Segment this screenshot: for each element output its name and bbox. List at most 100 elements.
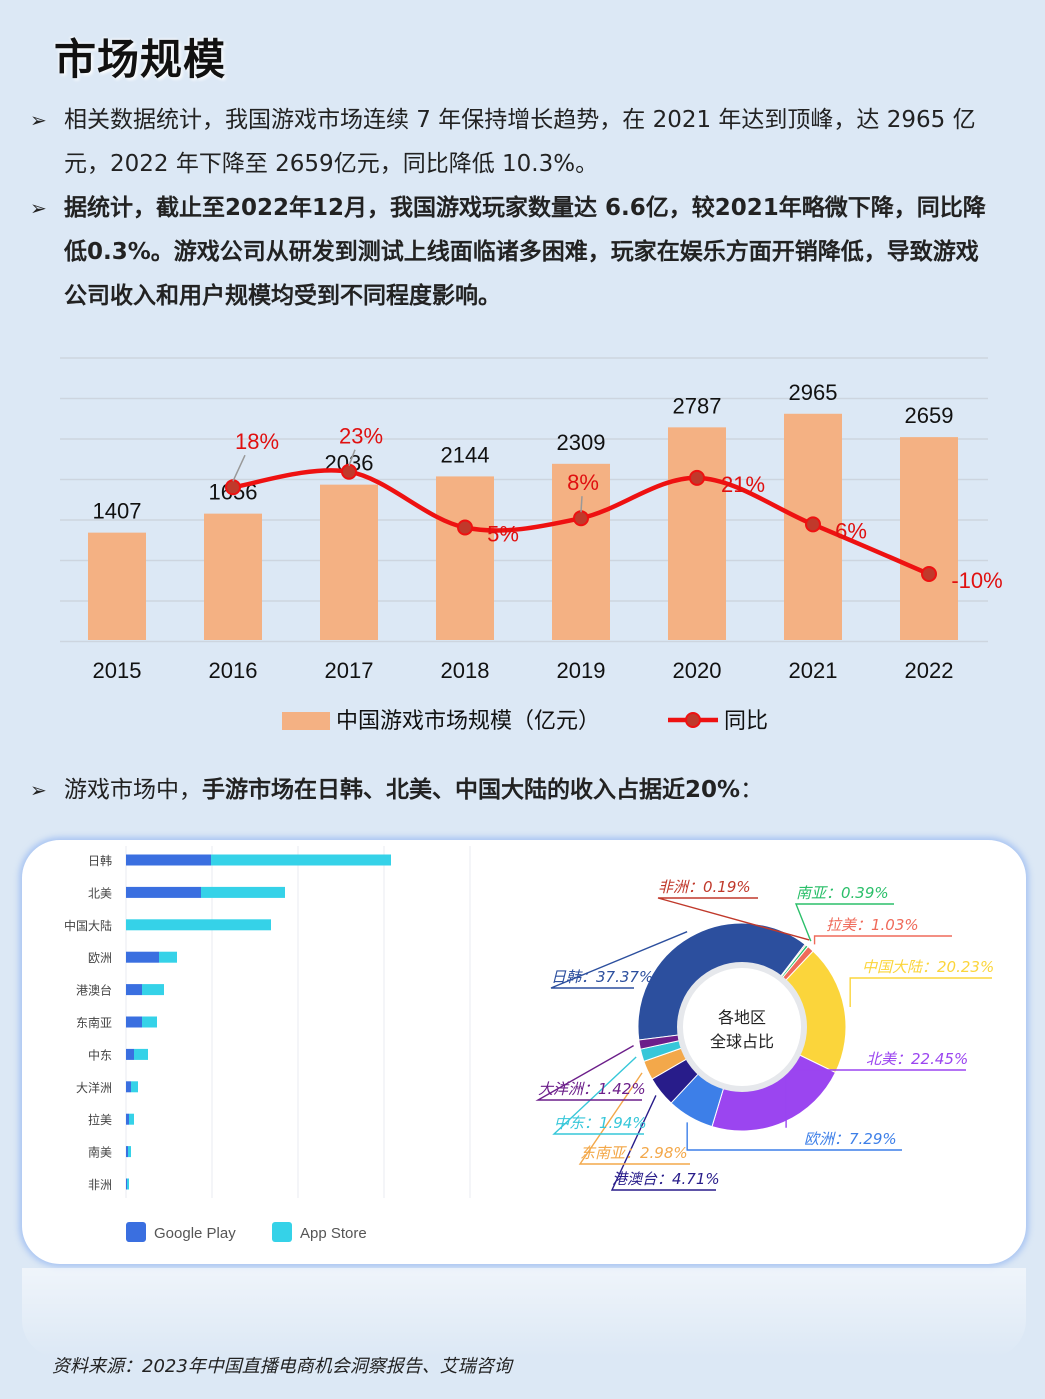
bullet-text: 据统计，截止至2022年12月，我国游戏玩家数量达 6.6亿，较2021年略微下… xyxy=(64,195,986,309)
region-label: 南美 xyxy=(88,1145,112,1160)
bar-value-label: 1407 xyxy=(93,499,142,524)
donut-leader-line xyxy=(610,1095,716,1191)
donut-leader-line xyxy=(535,1045,642,1101)
donut-label-东南亚: 东南亚：2.98% xyxy=(580,1144,688,1162)
bullet3-suffix: ： xyxy=(740,777,764,803)
google-play-bar xyxy=(126,1081,131,1093)
x-tick-label: 2021 xyxy=(789,658,838,683)
mobile-revenue-card: 日韩 北美 中国大陆 欧洲 港澳台 东南亚 中东 大洋洲 拉美 南美 非洲 Google Play Ap… xyxy=(22,840,1026,1264)
leader-line xyxy=(348,449,356,466)
region-label: 港澳台 xyxy=(76,983,112,998)
google-play-bar xyxy=(126,886,201,898)
app-store-bar xyxy=(128,1146,131,1158)
bullet-arrow-icon: ➢ xyxy=(30,196,47,220)
bar-value-label: 2659 xyxy=(905,403,954,428)
yoy-label: 21% xyxy=(721,472,765,497)
app-store-bar xyxy=(129,1113,134,1125)
legend-label-google-play: Google Play xyxy=(154,1225,236,1242)
market-size-chart: 1407201516562016203620172144201823092019… xyxy=(60,357,1003,734)
bar-2018 xyxy=(436,476,494,640)
yoy-point xyxy=(225,479,241,496)
google-play-bar xyxy=(126,984,142,996)
x-tick-label: 2019 xyxy=(557,658,606,683)
bullet-mobile-share: ➢ 游戏市场中，手游市场在日韩、北美、中国大陆的收入占据近20%： xyxy=(30,768,990,812)
yoy-point xyxy=(805,516,821,533)
donut-leader-line xyxy=(552,1056,644,1135)
google-play-bar xyxy=(126,951,159,963)
region-label: 中国大陆 xyxy=(64,918,112,933)
donut-leader-line xyxy=(794,903,894,942)
app-store-bar xyxy=(134,1048,148,1060)
yoy-label: 5% xyxy=(487,522,519,547)
app-store-bar xyxy=(127,1178,129,1190)
donut-label-大洋洲: 大洋洲：1.42% xyxy=(538,1080,646,1098)
donut-label-南亚: 南亚：0.39% xyxy=(796,884,889,902)
donut-label-中东: 中东：1.94% xyxy=(554,1114,647,1132)
bullet-market-trend: ➢ 相关数据统计，我国游戏市场连续 7 年保持增长趋势，在 2021 年达到顶峰… xyxy=(30,98,990,186)
legend-swatch-app-store xyxy=(272,1222,292,1242)
x-tick-label: 2015 xyxy=(93,658,142,683)
bar-value-label: 2144 xyxy=(441,442,490,467)
donut-label-北美: 北美：22.45% xyxy=(866,1050,968,1068)
legend-label-bar: 中国游戏市场规模（亿元） xyxy=(336,709,600,734)
region-label: 中东 xyxy=(88,1047,112,1062)
donut-label-港澳台: 港澳台：4.71% xyxy=(612,1170,720,1188)
source-note: 资料来源：2023年中国直播电商机会洞察报告、艾瑞咨询 xyxy=(52,1356,512,1377)
yoy-point xyxy=(341,463,357,480)
donut-center-disk xyxy=(677,962,807,1092)
bullet3-prefix: 游戏市场中， xyxy=(64,777,202,803)
app-store-bar xyxy=(201,886,285,898)
yoy-label: 6% xyxy=(835,518,867,543)
bar-value-label: 2787 xyxy=(673,393,722,418)
donut-leader-line xyxy=(849,977,992,1008)
page-title: 市场规模 xyxy=(54,35,227,84)
google-play-bar xyxy=(126,1048,134,1060)
bar-2016 xyxy=(204,513,262,640)
bullet-players: ➢ 据统计，截止至2022年12月，我国游戏玩家数量达 6.6亿，较2021年略… xyxy=(30,186,990,318)
app-store-bar xyxy=(159,951,177,963)
region-label: 拉美 xyxy=(88,1112,112,1127)
bar-2020 xyxy=(668,427,726,640)
bullet-arrow-icon: ➢ xyxy=(30,108,47,132)
yoy-point xyxy=(457,519,473,536)
yoy-label: 18% xyxy=(235,429,279,454)
google-play-bar xyxy=(126,854,211,866)
region-label: 大洋洲 xyxy=(76,1080,112,1095)
legend-swatch-google-play xyxy=(126,1222,146,1242)
donut-leader-line xyxy=(686,1122,902,1151)
yoy-point xyxy=(689,469,705,486)
legend-swatch-point xyxy=(685,712,701,728)
x-tick-label: 2022 xyxy=(905,658,954,683)
x-tick-label: 2018 xyxy=(441,658,490,683)
app-store-bar xyxy=(142,1016,157,1028)
google-play-bar xyxy=(126,1016,142,1028)
donut-leader-line xyxy=(550,931,688,989)
yoy-label: -10% xyxy=(951,568,1002,593)
donut-leader-line xyxy=(813,935,952,945)
yoy-point xyxy=(573,510,589,527)
x-tick-label: 2016 xyxy=(209,658,258,683)
google-play-bar xyxy=(126,1178,127,1190)
bar-2017 xyxy=(320,484,378,640)
app-store-bar xyxy=(142,984,164,996)
donut-label-欧洲: 欧洲：7.29% xyxy=(804,1130,897,1148)
region-label: 日韩 xyxy=(88,853,112,868)
region-label: 东南亚 xyxy=(76,1015,112,1030)
card-reflection xyxy=(22,1268,1026,1358)
yoy-label: 23% xyxy=(339,424,383,449)
donut-label-非洲: 非洲：0.19% xyxy=(658,878,751,896)
region-label: 非洲 xyxy=(88,1178,112,1192)
bullet-text: 相关数据统计，我国游戏市场连续 7 年保持增长趋势，在 2021 年达到顶峰，达… xyxy=(64,107,976,177)
yoy-point xyxy=(921,566,937,582)
bar-value-label: 2309 xyxy=(557,430,606,455)
bar-2022 xyxy=(900,437,958,640)
donut-label-拉美: 拉美：1.03% xyxy=(826,916,919,934)
region-share-donut-chart: 日韩：37.37% 非洲：0.19% 南亚：0.39% 拉美：1.03% 中国大陆：20… xyxy=(535,878,994,1191)
leader-line xyxy=(232,454,246,482)
legend-label-line: 同比 xyxy=(724,709,768,734)
donut-label-中国大陆: 中国大陆：20.23% xyxy=(862,958,994,976)
app-store-bar xyxy=(126,919,271,931)
legend-swatch-bar xyxy=(282,712,330,730)
region-label: 欧洲 xyxy=(88,951,112,965)
